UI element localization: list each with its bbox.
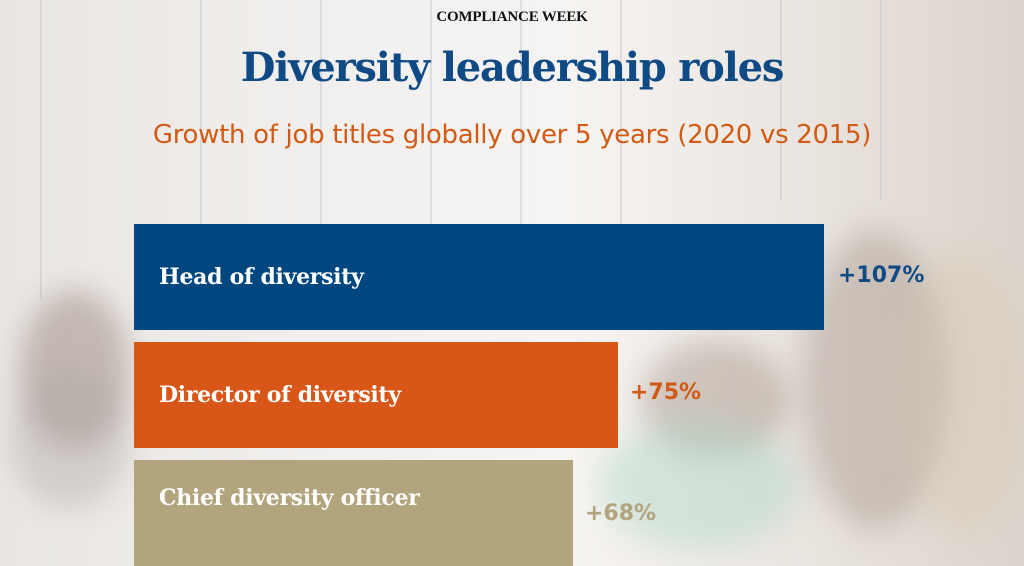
brand-logo: COMPLIANCE WEEK [436,9,588,25]
bar-value: +75% [630,380,702,405]
bar-value: +107% [838,263,925,288]
bar-label: Head of diversity [159,264,364,290]
bar-head-of-diversity: Head of diversity [134,224,824,330]
bar-label: Director of diversity [159,382,401,408]
bar-chief-diversity-officer: Chief diversity officer [134,460,573,566]
bar-label: Chief diversity officer [159,485,420,511]
chart-title: Diversity leadership roles [240,44,785,91]
bar-value: +68% [585,501,657,526]
chart-subtitle: Growth of job titles globally over 5 yea… [152,120,872,150]
bar-director-of-diversity: Director of diversity [134,342,618,448]
